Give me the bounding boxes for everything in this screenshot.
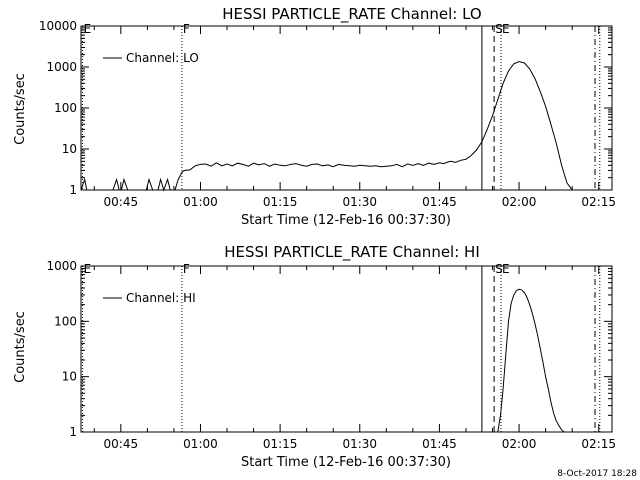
- y-tick-label: 10000: [39, 19, 77, 33]
- y-tick-label: 100: [54, 314, 77, 328]
- x-axis-label: Start Time (12-Feb-16 00:37:30): [241, 455, 451, 470]
- panel-channel-hi: HESSI PARTICLE_RATE Channel: HI Start Ti…: [13, 243, 616, 470]
- event-marker-label: F: [183, 262, 190, 276]
- event-marker-label: E: [502, 22, 510, 36]
- x-tick-label: 01:15: [263, 437, 298, 451]
- x-tick-label: 02:00: [502, 195, 537, 209]
- x-tick-label: 01:45: [422, 437, 457, 451]
- plot-frame: [80, 265, 613, 433]
- series-group: [497, 288, 565, 433]
- panel-channel-lo: HESSI PARTICLE_RATE Channel: LO Start Ti…: [13, 5, 616, 228]
- footer-date: 8-Oct-2017 18:28: [557, 469, 637, 479]
- x-tick-label: 01:45: [422, 195, 457, 209]
- x-tick-label: 02:15: [581, 195, 616, 209]
- y-tick-label: 1: [69, 425, 77, 439]
- event-marker-label: E: [502, 262, 510, 276]
- chart-title: HESSI PARTICLE_RATE Channel: HI: [224, 243, 480, 262]
- y-tick-label: 100: [54, 101, 77, 115]
- series-line: [80, 61, 573, 192]
- y-tick-label: 10: [62, 370, 77, 384]
- event-marker-label: S: [495, 262, 503, 276]
- axis-ticks: 00:45 01:00 01:15 01:30 01:45 02:00 02:15 1 10 10…: [39, 19, 616, 209]
- axis-ticks: 00:45 01:00 01:15 01:30 01:45 02:00 02:15 1 10 10…: [46, 259, 616, 451]
- legend-label: Channel: HI: [126, 291, 196, 305]
- x-tick-label: 01:00: [183, 195, 218, 209]
- chart-title: HESSI PARTICLE_RATE Channel: LO: [222, 5, 481, 24]
- series-group: [80, 61, 573, 192]
- x-tick-label: 01:30: [342, 195, 377, 209]
- x-tick-label: 02:00: [502, 437, 537, 451]
- x-tick-label: 00:45: [104, 195, 139, 209]
- y-axis-label: Counts/sec: [13, 311, 28, 383]
- event-marker-label: E: [84, 22, 92, 36]
- event-marker-label: F: [183, 22, 190, 36]
- x-tick-label: 02:15: [581, 437, 616, 451]
- x-axis-label: Start Time (12-Feb-16 00:37:30): [241, 213, 451, 228]
- y-axis-label: Counts/sec: [13, 73, 28, 145]
- event-marker-label: S: [495, 22, 503, 36]
- legend-label: Channel: LO: [126, 51, 199, 65]
- series-line: [497, 288, 565, 433]
- event-marker-label: E: [84, 262, 92, 276]
- x-tick-label: 00:45: [104, 437, 139, 451]
- y-tick-label: 1: [69, 183, 77, 197]
- x-tick-label: 01:00: [183, 437, 218, 451]
- y-tick-label: 1000: [46, 60, 77, 74]
- x-tick-label: 01:15: [263, 195, 298, 209]
- y-tick-label: 1000: [46, 259, 77, 273]
- y-tick-label: 10: [62, 142, 77, 156]
- x-tick-label: 01:30: [342, 437, 377, 451]
